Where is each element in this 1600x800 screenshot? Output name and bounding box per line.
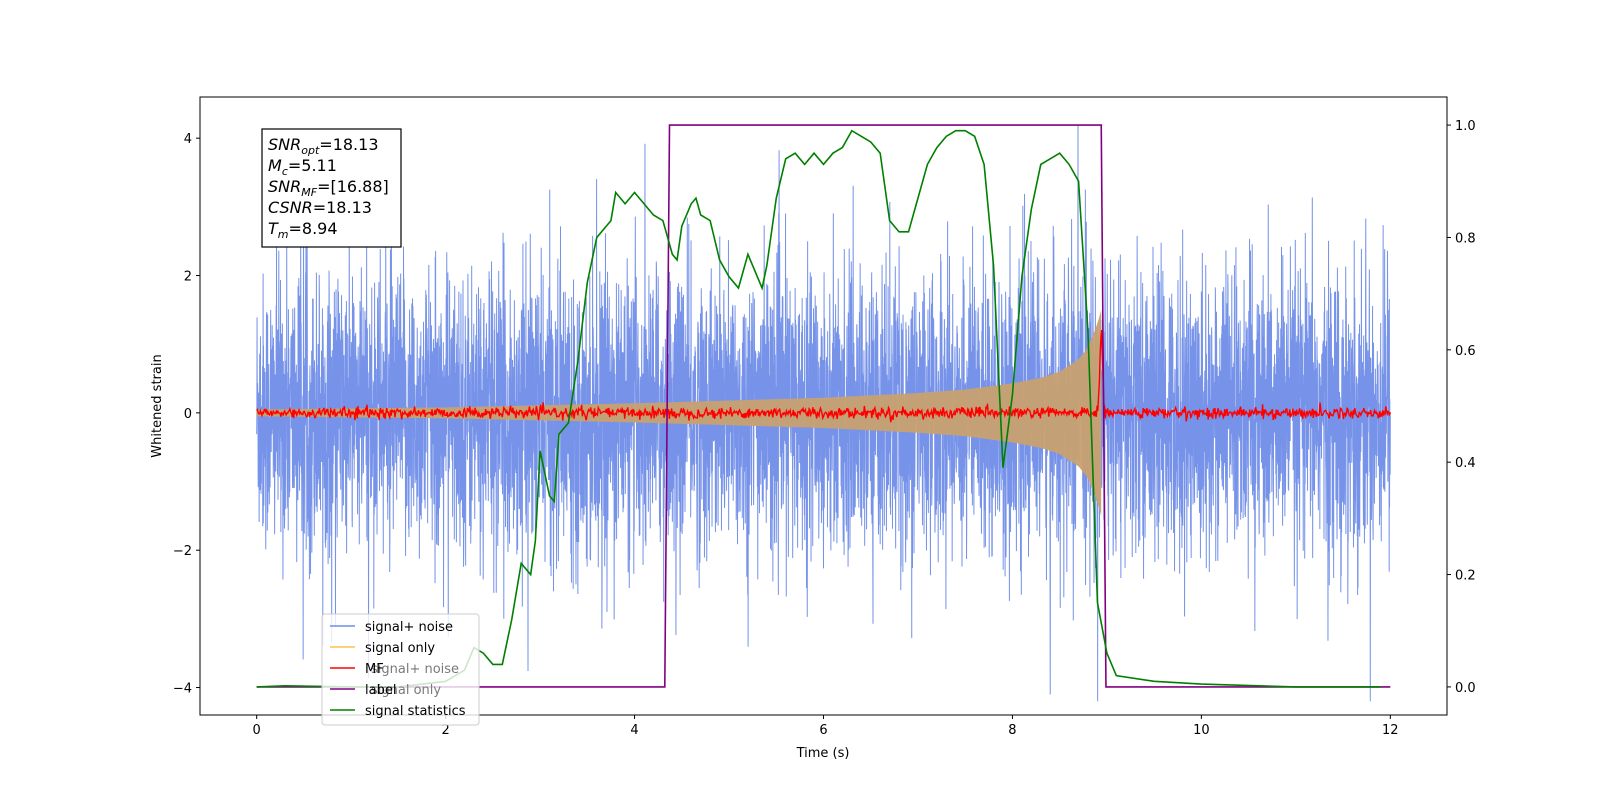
- y2-tick-label: 0.4: [1455, 456, 1476, 471]
- label-line: [256, 124, 1391, 688]
- legend-frame: [321, 613, 480, 726]
- signal-plus-noise-series: [256, 124, 1391, 702]
- legend-label: signal statistics: [365, 704, 466, 719]
- y2-axis-ticks: 0.0 0.2 0.4 0.6 0.8 1.0: [1447, 119, 1476, 696]
- annotation-line: SNRopt=18.13: [268, 135, 379, 157]
- x-tick-label: 6: [819, 723, 827, 738]
- legend-label: signal only: [365, 641, 435, 656]
- x-tick-label: 2: [441, 723, 449, 738]
- y2-tick-label: 0.8: [1455, 231, 1476, 246]
- y2-tick-label: 0.0: [1455, 681, 1476, 696]
- label-series: [256, 124, 1391, 688]
- signal-plus-noise-line: [256, 124, 1391, 702]
- legend: signal+ noise signal only signal+ noise si…: [321, 613, 480, 726]
- y-tick-label: −2: [173, 544, 192, 559]
- signal-only-series: [256, 309, 1102, 516]
- y-axis-label: Whitened strain: [150, 354, 165, 457]
- x-tick-label: 10: [1193, 723, 1210, 738]
- x-tick-label: 4: [630, 723, 638, 738]
- x-tick-label: 12: [1382, 723, 1399, 738]
- x-tick-label: 8: [1008, 723, 1016, 738]
- legend-label: signal+ noise: [365, 620, 453, 635]
- legend-overlap-text: signal+ noise: [371, 662, 459, 677]
- mf-line: [256, 329, 1392, 423]
- y-axis-ticks: −4 −2 0 2 4: [173, 132, 200, 697]
- y-tick-label: 0: [184, 407, 192, 422]
- y2-tick-label: 0.2: [1455, 569, 1476, 584]
- signal-statistics-series: [256, 129, 1381, 688]
- annotation-line: SNRMF=[16.88]: [268, 177, 389, 199]
- annotation-line: CSNR=18.13: [268, 198, 372, 217]
- x-tick-label: 0: [253, 723, 261, 738]
- y-tick-label: 2: [184, 270, 192, 285]
- signal-only-band: [256, 309, 1102, 516]
- x-axis-label: Time (s): [796, 746, 850, 761]
- y2-tick-label: 1.0: [1455, 119, 1476, 134]
- x-axis-ticks: 0 2 4 6 8 10 12: [253, 715, 1399, 738]
- plot-area: [256, 124, 1392, 702]
- signal-statistics-line: [256, 129, 1381, 688]
- legend-label: MF: [365, 662, 384, 677]
- annotation-line: Mc=5.11: [268, 156, 337, 178]
- y-tick-label: −4: [173, 682, 192, 697]
- mf-series: [256, 329, 1392, 423]
- snr-annotation-box: SNRopt=18.13Mc=5.11SNRMF=[16.88]CSNR=18.…: [261, 128, 402, 248]
- y2-tick-label: 0.6: [1455, 344, 1476, 359]
- legend-label: label: [365, 683, 396, 698]
- y-tick-label: 4: [184, 132, 192, 147]
- legend-overlap-text: signal only: [371, 683, 441, 698]
- annotation-box-frame: [261, 128, 402, 248]
- annotation-line: Tm=8.94: [268, 219, 338, 241]
